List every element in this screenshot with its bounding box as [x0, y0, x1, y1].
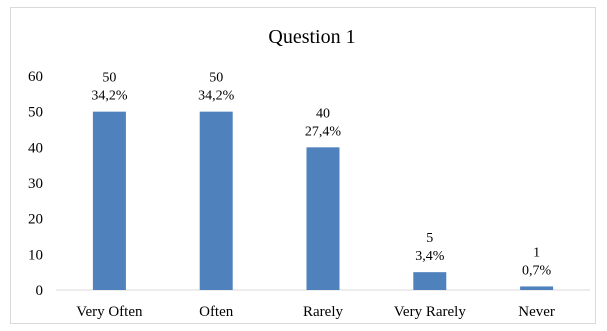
- data-percent-label: 0,7%: [522, 263, 552, 278]
- bar-never: [520, 286, 554, 290]
- y-tick-label: 20: [28, 212, 43, 228]
- bar-rarely: [306, 147, 340, 290]
- x-tick-label: Very Often: [76, 304, 143, 320]
- data-value-label: 5: [426, 231, 433, 246]
- y-tick-label: 0: [36, 283, 44, 299]
- labels-layer: Very Often 50 34,2% Often 50 34,2% Rarely 40 27,…: [76, 71, 555, 320]
- bar-very-rarely: [413, 272, 447, 290]
- data-percent-label: 27,4%: [305, 124, 342, 139]
- data-value-label: 1: [533, 245, 540, 260]
- axis-layer: 0 10 20 30 40 50 60: [28, 69, 590, 299]
- x-tick-label: Never: [518, 304, 555, 320]
- x-tick-label: Very Rarely: [394, 304, 467, 320]
- x-tick-label: Often: [199, 304, 234, 320]
- x-tick-label: Rarely: [303, 304, 343, 320]
- chart-title: Question 1: [268, 26, 355, 48]
- bar-very-often: [92, 111, 126, 291]
- data-value-label: 40: [316, 106, 330, 121]
- bar-often: [199, 111, 233, 291]
- data-percent-label: 34,2%: [198, 89, 235, 104]
- y-tick-label: 60: [28, 69, 43, 85]
- data-value-label: 50: [209, 71, 223, 86]
- data-percent-label: 34,2%: [91, 89, 128, 104]
- y-tick-label: 50: [28, 105, 43, 121]
- y-tick-label: 10: [28, 247, 43, 263]
- y-tick-label: 30: [28, 176, 43, 192]
- y-tick-label: 40: [28, 140, 43, 156]
- bars-layer: [92, 111, 554, 291]
- data-percent-label: 3,4%: [415, 249, 445, 264]
- data-value-label: 50: [102, 71, 116, 86]
